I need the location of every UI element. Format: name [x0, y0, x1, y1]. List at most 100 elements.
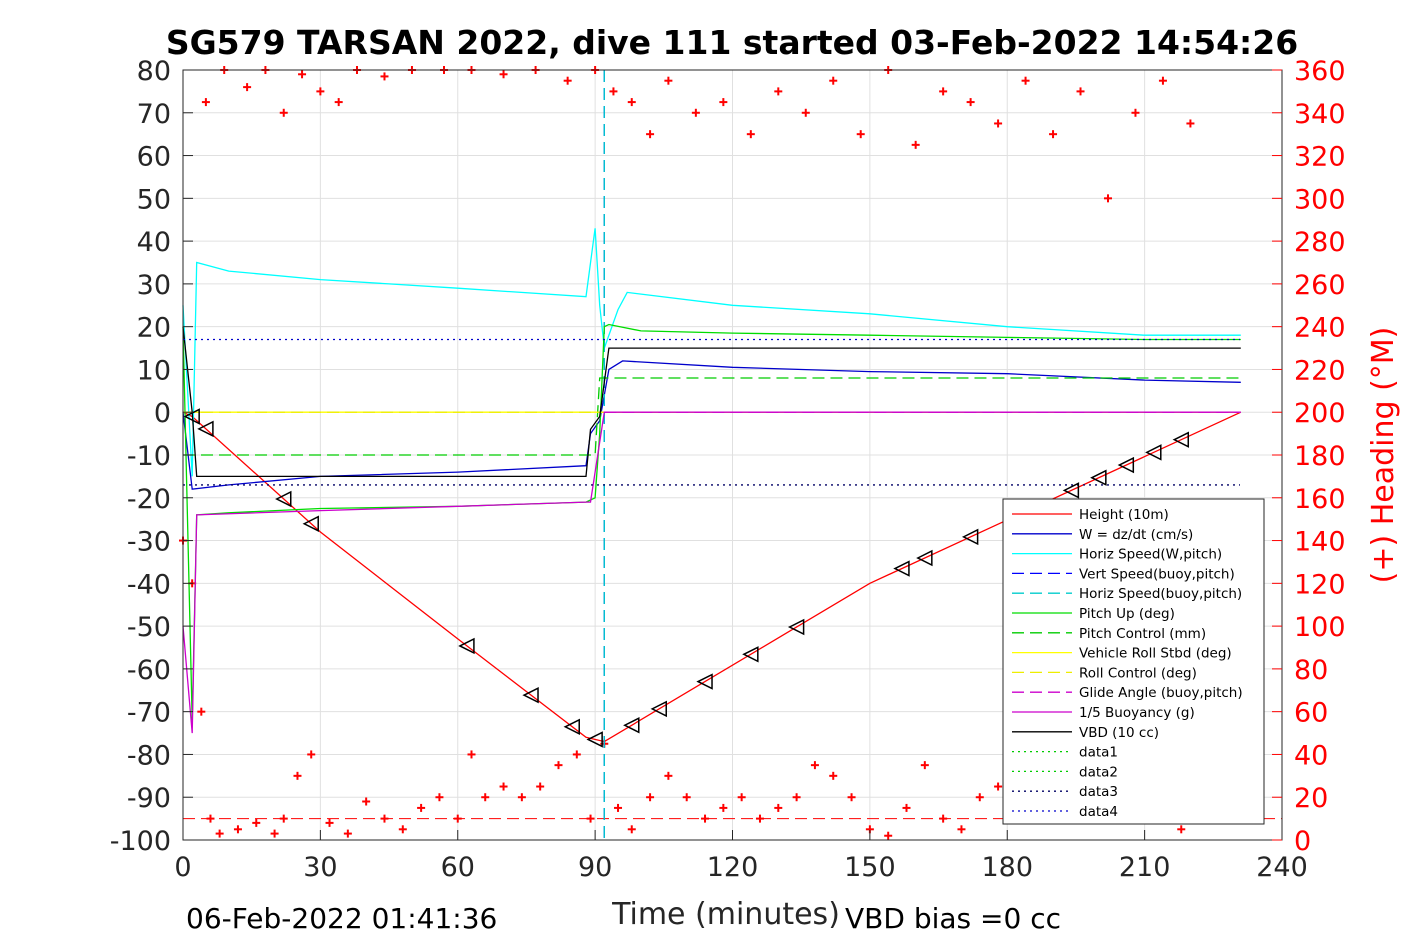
- heading-point: [298, 70, 307, 79]
- heading-point: [1131, 108, 1140, 117]
- height-marker: [961, 528, 979, 546]
- heading-point: [801, 108, 810, 117]
- height-marker: [893, 560, 910, 577]
- heading-point: [746, 130, 755, 139]
- heading-point: [957, 825, 966, 834]
- series-line: [182, 326, 1241, 478]
- left-tick-label: -80: [127, 740, 171, 771]
- right-tick-label: 240: [1294, 313, 1346, 344]
- footer-timestamp: 06-Feb-2022 01:41:36: [186, 902, 497, 935]
- series-line: [182, 323, 1241, 721]
- left-tick-label: -50: [127, 612, 171, 643]
- heading-point: [1103, 194, 1112, 203]
- heading-point: [755, 814, 764, 823]
- height-marker: [302, 515, 319, 532]
- series-line: [182, 360, 1241, 490]
- height-marker: [1172, 431, 1190, 448]
- heading-point: [201, 98, 210, 107]
- heading-point: [1049, 130, 1058, 139]
- heading-point: [481, 793, 490, 802]
- right-axis-label: (+) Heading (°M): [1366, 327, 1401, 584]
- legend-label: data4: [1079, 804, 1118, 820]
- legend-label: data3: [1079, 784, 1118, 800]
- legend: Height (10m) W = dz/dt (cm/s) Horiz Speed(…: [1002, 498, 1265, 825]
- heading-point: [829, 771, 838, 780]
- heading-point: [627, 98, 636, 107]
- legend-label: Roll Control (deg): [1079, 665, 1197, 681]
- left-tick-label: 80: [137, 56, 171, 87]
- heading-point: [572, 750, 581, 759]
- heading-point: [316, 87, 325, 96]
- heading-point: [233, 825, 242, 834]
- heading-point: [435, 793, 444, 802]
- left-tick-label: -10: [127, 441, 171, 472]
- heading-point: [563, 76, 572, 85]
- heading-point: [920, 761, 929, 770]
- right-tick-label: 180: [1294, 441, 1346, 472]
- x-tick-label: 150: [844, 852, 896, 883]
- right-tick-label: 300: [1294, 184, 1346, 215]
- heading-point: [197, 707, 206, 716]
- left-tick-label: 40: [137, 227, 171, 258]
- left-tick-label: 30: [137, 270, 171, 301]
- heading-point: [293, 771, 302, 780]
- x-tick-label: 60: [441, 852, 475, 883]
- heading-point: [939, 87, 948, 96]
- heading-point: [325, 818, 334, 827]
- legend-label: Height (10m): [1079, 507, 1169, 523]
- heading-point: [646, 793, 655, 802]
- height-markers: [183, 408, 1190, 748]
- heading-point: [902, 803, 911, 812]
- heading-point: [829, 76, 838, 85]
- heading-point: [939, 814, 948, 823]
- legend-label: Vert Speed(buoy,pitch): [1079, 566, 1235, 582]
- heading-point: [774, 803, 783, 812]
- heading-point: [517, 793, 526, 802]
- x-axis-ticks: 0 30 60 90 120 150 180 210 240: [174, 830, 1308, 883]
- height-marker: [458, 637, 475, 655]
- height-marker: [787, 618, 805, 636]
- right-tick-label: 0: [1294, 826, 1311, 857]
- heading-point: [467, 750, 476, 759]
- heading-point: [810, 761, 819, 770]
- heading-point: [215, 829, 224, 838]
- right-tick-label: 60: [1294, 698, 1328, 729]
- heading-point: [719, 98, 728, 107]
- height-marker: [563, 718, 580, 736]
- heading-point: [1021, 76, 1030, 85]
- left-tick-label: -30: [127, 527, 171, 558]
- x-tick-label: 120: [707, 852, 759, 883]
- height-marker: [1090, 469, 1107, 486]
- heading-point: [682, 793, 691, 802]
- heading-point: [774, 87, 783, 96]
- height-marker: [696, 673, 713, 690]
- right-tick-label: 340: [1294, 99, 1346, 130]
- heading-point: [554, 761, 563, 770]
- legend-label: VBD (10 cc): [1079, 725, 1159, 741]
- left-tick-label: -60: [127, 655, 171, 686]
- heading-point: [362, 797, 371, 806]
- height-marker: [742, 646, 759, 663]
- height-marker: [1145, 444, 1162, 461]
- height-marker: [916, 549, 933, 567]
- heading-point: [334, 98, 343, 107]
- heading-point: [586, 814, 595, 823]
- right-tick-label: 200: [1294, 398, 1346, 429]
- heading-point: [536, 782, 545, 791]
- left-tick-label: -100: [110, 826, 171, 857]
- left-axis-ticks: 80 70 60 50 40 30 20 10 0 -10 -20 -30 -40 -50 -60 -70 -8…: [110, 56, 193, 857]
- x-tick-label: 180: [981, 852, 1033, 883]
- heading-point: [701, 814, 710, 823]
- legend-label: data1: [1079, 745, 1118, 761]
- left-tick-label: 20: [137, 313, 171, 344]
- heading-point: [243, 83, 252, 92]
- height-marker: [275, 490, 292, 508]
- heading-point: [1076, 87, 1085, 96]
- right-tick-label: 320: [1294, 142, 1346, 173]
- heading-point: [994, 782, 1003, 791]
- series-line: [182, 228, 1241, 477]
- x-tick-label: 240: [1256, 852, 1308, 883]
- x-tick-label: 90: [578, 852, 612, 883]
- heading-point: [380, 72, 389, 81]
